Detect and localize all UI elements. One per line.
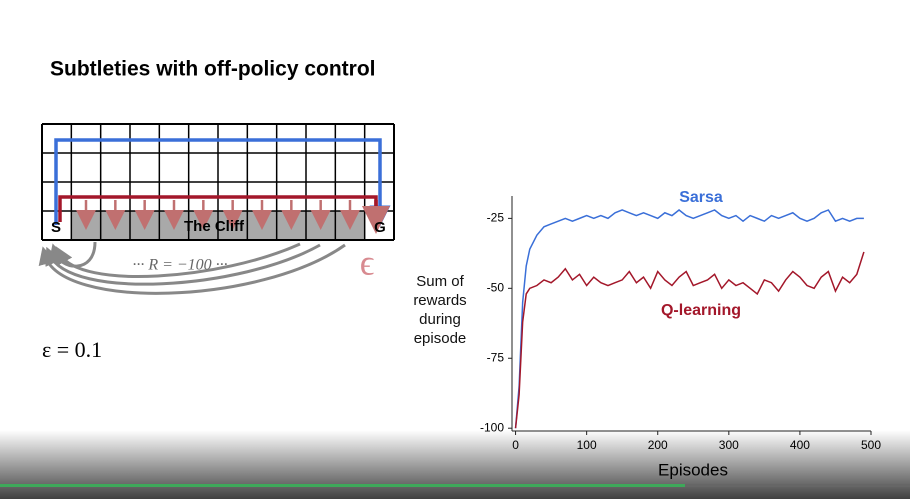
progress-bar[interactable]: [0, 484, 685, 487]
legend-label: Q-learning: [661, 302, 741, 319]
goal-label: G: [374, 219, 386, 236]
epsilon-setting: ε = 0.1: [42, 337, 102, 362]
reward-label: ··· R = −100 ···: [132, 257, 227, 274]
y-tick-label: -50: [487, 280, 505, 294]
fall-arrows: [38, 241, 346, 295]
slide-title: Subtleties with off-policy control: [50, 58, 376, 81]
series-line: [514, 209, 864, 429]
series-line: [514, 251, 865, 429]
cliff-label: The Cliff: [184, 218, 245, 235]
epsilon-symbol: ϵ: [360, 242, 375, 282]
chart: -25-50-75-1000100200300400500SarsaQ-lear…: [480, 189, 881, 452]
cliff-arrows: [76, 200, 390, 234]
y-tick-label: -25: [487, 211, 505, 225]
y-axis-label: Sum of rewards during episode: [413, 273, 467, 347]
sarsa-path: [54, 138, 391, 227]
start-label: S: [51, 219, 61, 236]
legend-label: Sarsa: [679, 189, 723, 206]
video-controls-shade: [0, 430, 910, 499]
y-tick-label: -75: [487, 350, 505, 364]
